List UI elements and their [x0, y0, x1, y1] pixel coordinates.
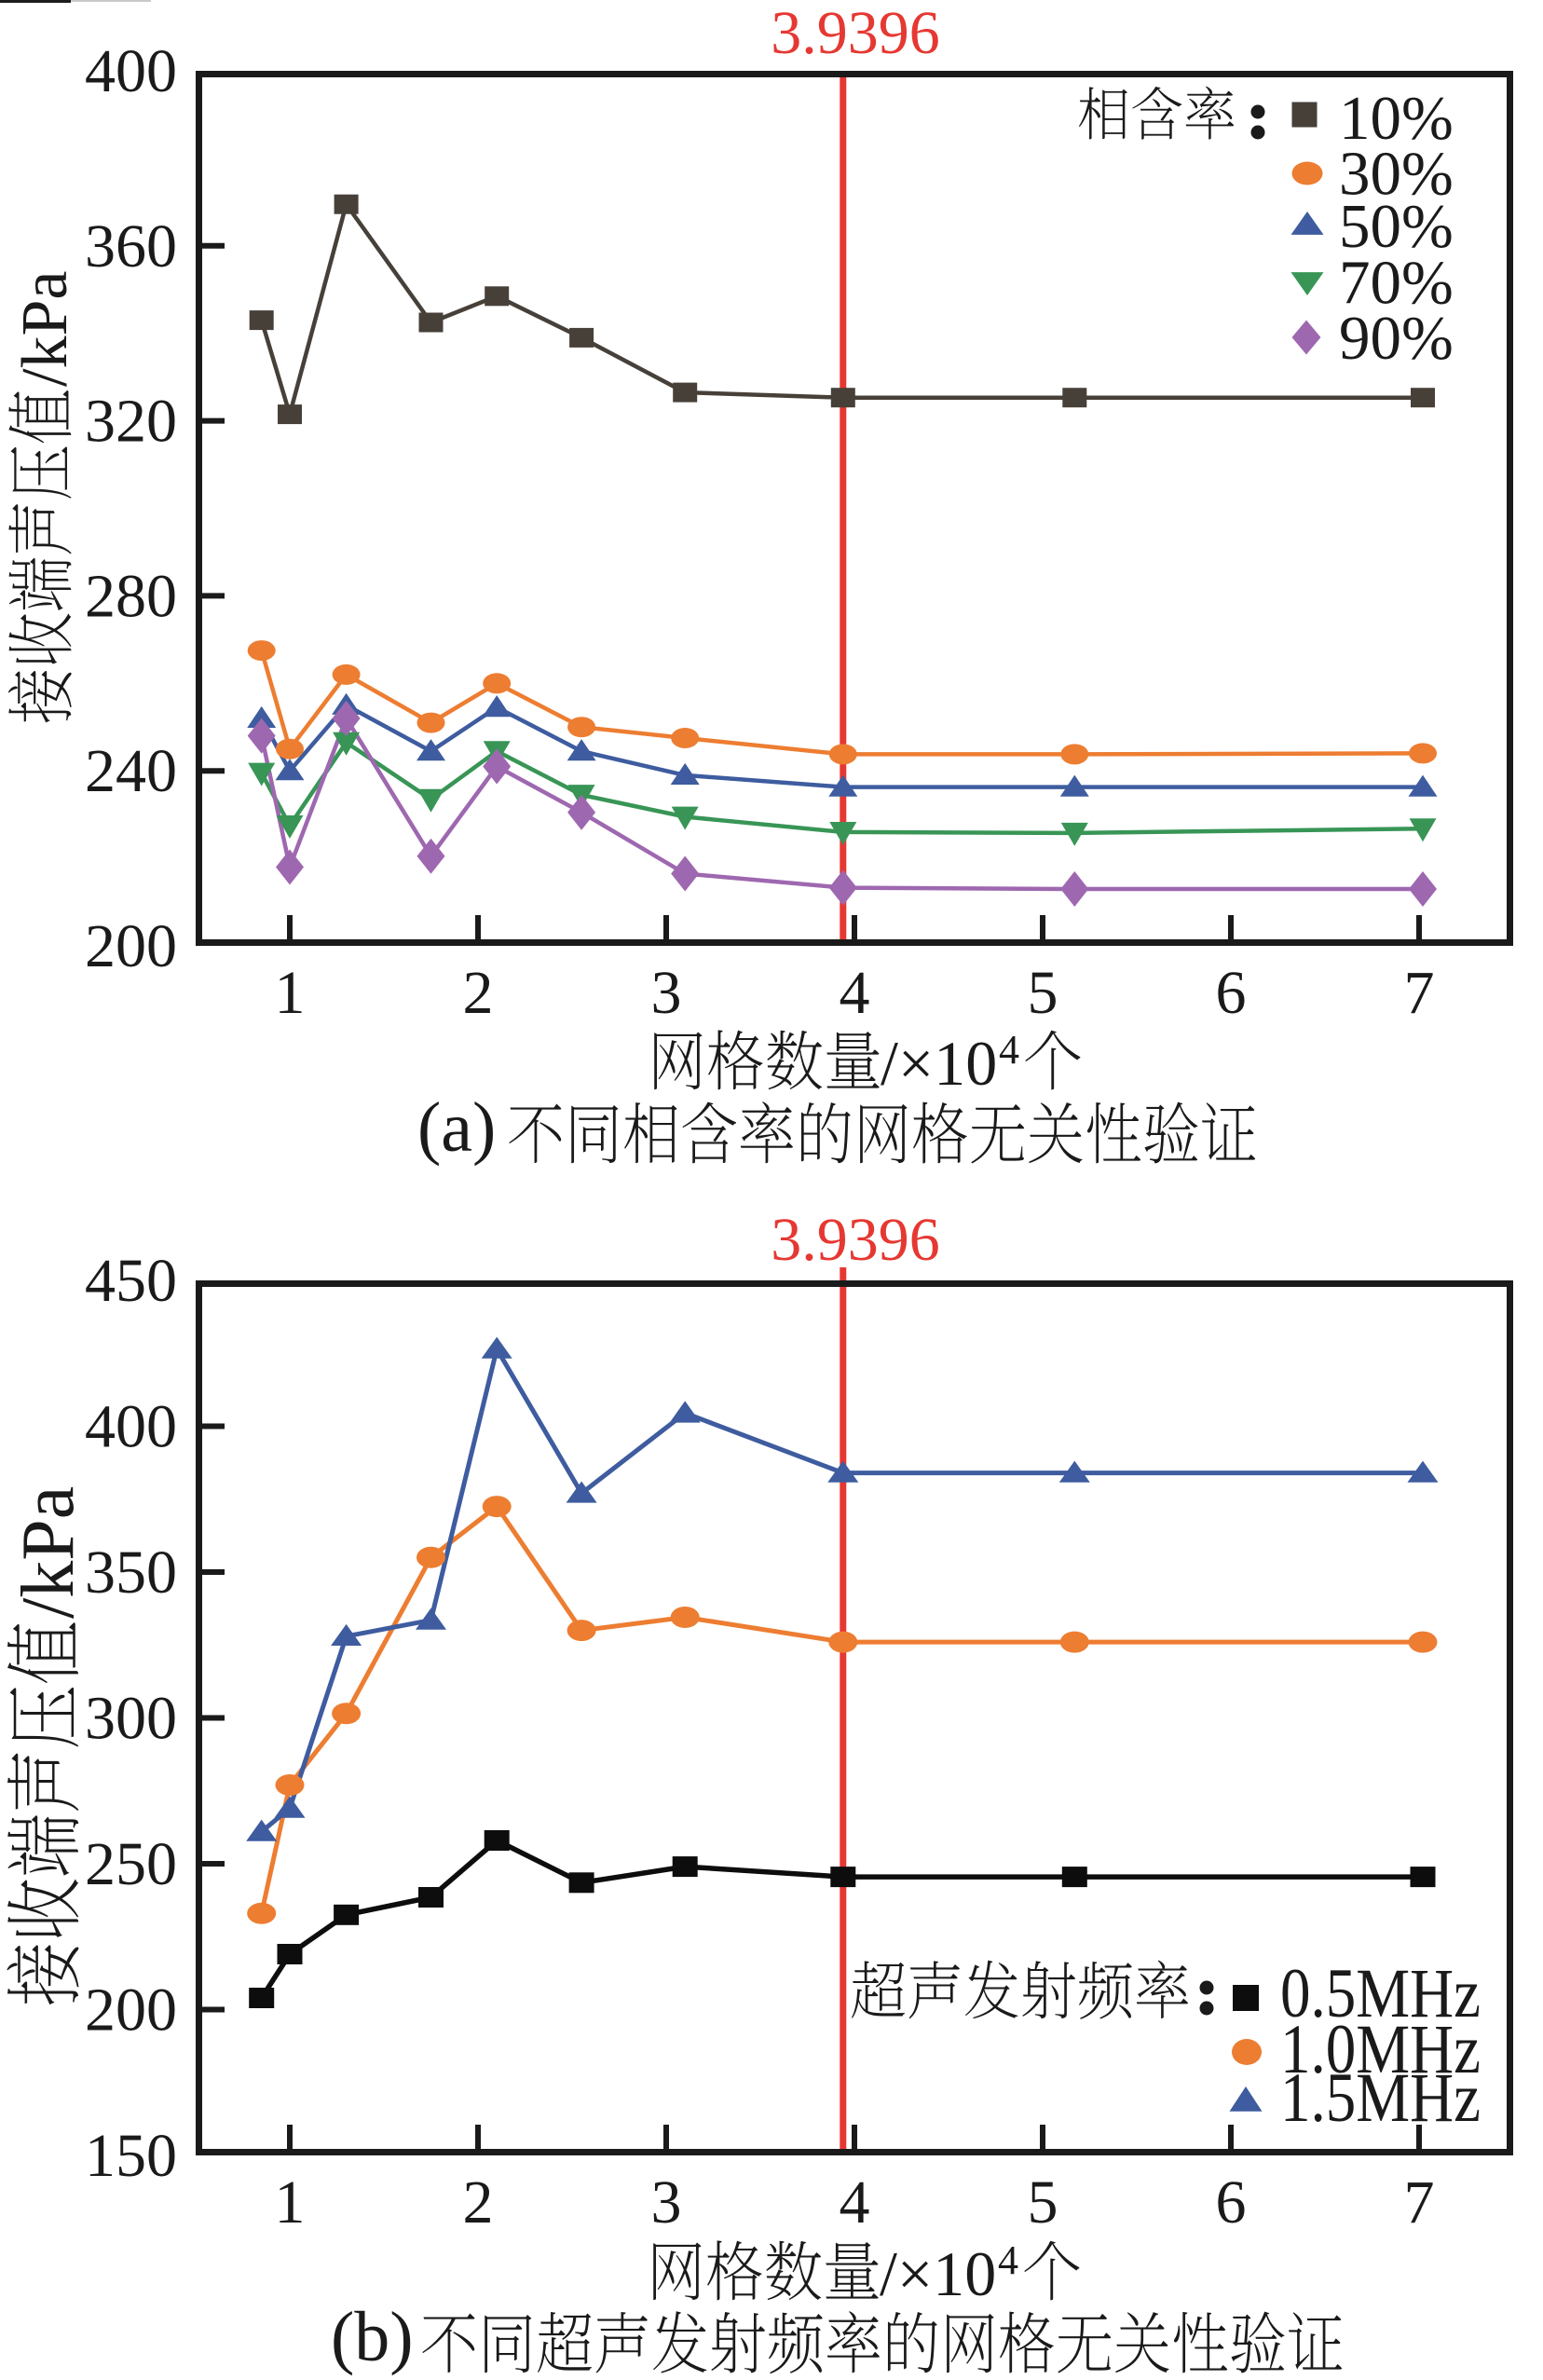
svg-text:280: 280: [85, 562, 177, 630]
svg-text:3: 3: [651, 959, 682, 1027]
svg-text:320: 320: [85, 388, 177, 456]
svg-text:7: 7: [1404, 2168, 1435, 2236]
svg-text:350: 350: [85, 1539, 177, 1607]
svg-text:1.5MHz: 1.5MHz: [1280, 2059, 1481, 2137]
svg-text:200: 200: [85, 1976, 177, 2045]
svg-text:200: 200: [85, 912, 177, 980]
svg-text:400: 400: [85, 1393, 177, 1461]
svg-text:4: 4: [840, 959, 870, 1027]
svg-text:5: 5: [1028, 959, 1058, 1027]
svg-text:4: 4: [998, 2237, 1018, 2283]
svg-text:5: 5: [1028, 2168, 1058, 2236]
svg-text:90%: 90%: [1339, 304, 1454, 373]
svg-text:/kPa: /kPa: [9, 271, 81, 387]
svg-text:/×10: /×10: [880, 2238, 996, 2309]
svg-text:0.5MHz: 0.5MHz: [1280, 1955, 1481, 2032]
svg-text:(b): (b): [331, 2298, 414, 2376]
svg-text:300: 300: [85, 1685, 177, 1753]
svg-text:/kPa: /kPa: [7, 1486, 89, 1619]
svg-text:400: 400: [85, 37, 177, 105]
svg-text:70%: 70%: [1339, 249, 1454, 318]
svg-text:7: 7: [1404, 959, 1435, 1027]
svg-text:3: 3: [651, 2168, 682, 2236]
svg-text:4: 4: [999, 1027, 1019, 1073]
svg-text:6: 6: [1216, 959, 1247, 1027]
svg-text:3.9396: 3.9396: [771, 1206, 940, 1274]
svg-text:1.0MHz: 1.0MHz: [1280, 2011, 1481, 2088]
svg-text:/×10: /×10: [881, 1028, 997, 1099]
svg-text:4: 4: [840, 2168, 870, 2236]
svg-text:1: 1: [275, 2168, 306, 2236]
svg-text:6: 6: [1216, 2168, 1247, 2236]
svg-text:450: 450: [85, 1247, 177, 1315]
svg-text:2: 2: [463, 2168, 494, 2236]
svg-text:240: 240: [85, 737, 177, 805]
svg-text:30%: 30%: [1339, 140, 1454, 209]
svg-text:50%: 50%: [1339, 192, 1454, 261]
svg-text:150: 150: [85, 2122, 177, 2190]
svg-text:(a): (a): [417, 1088, 496, 1167]
svg-text:250: 250: [85, 1830, 177, 1898]
svg-text:2: 2: [463, 959, 494, 1027]
svg-text:3.9396: 3.9396: [771, 0, 940, 67]
svg-text:10%: 10%: [1339, 84, 1454, 153]
svg-text:1: 1: [275, 959, 306, 1027]
svg-text:360: 360: [85, 212, 177, 280]
